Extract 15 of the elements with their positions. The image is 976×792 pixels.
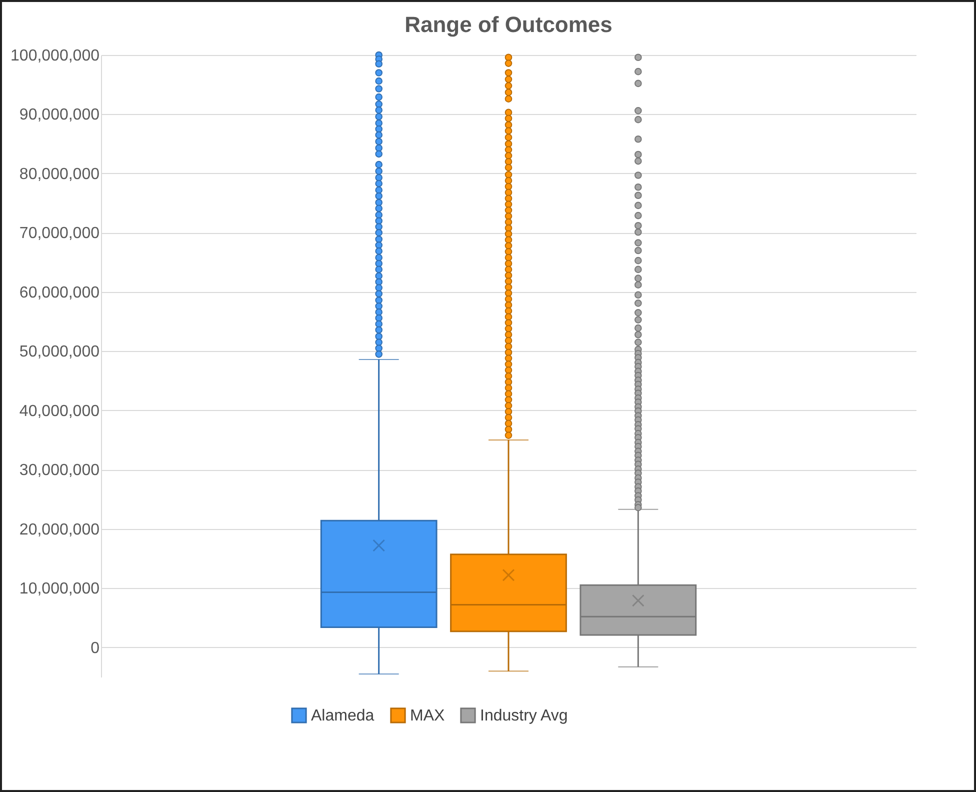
legend-label: Alameda [311, 707, 374, 724]
y-tick-label: 0 [90, 640, 100, 657]
y-tick-label: 20,000,000 [19, 521, 100, 538]
y-tick-label: 80,000,000 [19, 166, 100, 183]
y-tick-label: 10,000,000 [19, 580, 100, 598]
chart-title: Range of Outcomes [404, 12, 612, 37]
y-tick-label: 60,000,000 [19, 284, 100, 302]
y-tick-label: 40,000,000 [19, 402, 100, 420]
y-tick-label: 50,000,000 [19, 344, 100, 361]
y-tick-label: 70,000,000 [19, 225, 100, 242]
legend-label: Industry Avg [480, 707, 568, 724]
legend-label: MAX [410, 707, 445, 724]
y-tick-label: 90,000,000 [19, 106, 100, 124]
y-tick-label: 100,000,000 [10, 48, 100, 64]
y-tick-label: 30,000,000 [19, 462, 100, 480]
